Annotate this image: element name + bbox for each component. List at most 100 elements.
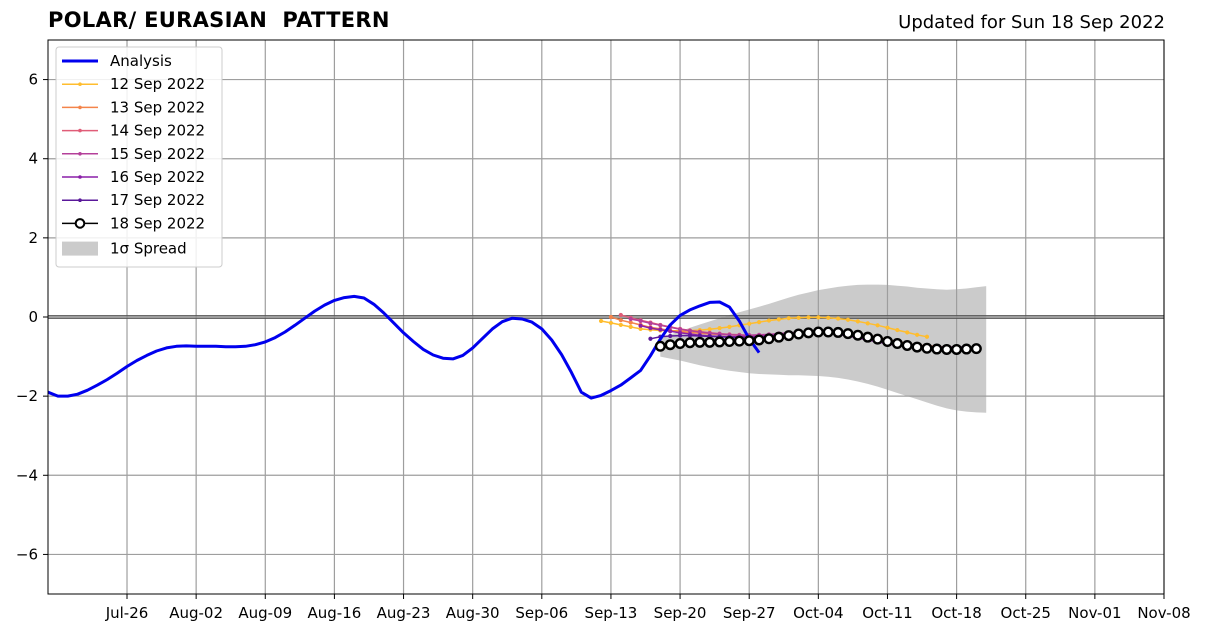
- analysis-line: [47, 294, 761, 400]
- latest-forecast-point: [743, 335, 755, 347]
- x-tick-label: Nov-01: [1068, 604, 1121, 622]
- forecast-line: [600, 316, 928, 338]
- legend-label: 18 Sep 2022: [110, 214, 205, 232]
- forecast-point: [687, 333, 693, 338]
- forecast-point: [677, 327, 683, 332]
- forecast-point: [885, 325, 890, 330]
- legend-item: 13 Sep 2022: [62, 98, 205, 116]
- chart-title: POLAR/ EURASIAN PATTERN: [48, 8, 390, 32]
- x-tick-label: Oct-18: [931, 604, 981, 622]
- forecast-point: [648, 325, 653, 331]
- forecast-point: [668, 333, 673, 339]
- latest-forecast-point: [783, 330, 795, 342]
- latest-forecast-point: [793, 328, 805, 340]
- legend-item: 1σ Spread: [62, 240, 187, 258]
- x-tick-label: Aug-30: [446, 604, 500, 622]
- latest-forecast-point: [921, 342, 933, 354]
- legend-label: 1σ Spread: [110, 240, 187, 258]
- latest-forecast-point: [901, 339, 913, 351]
- legend-item: Analysis: [62, 52, 172, 70]
- latest-forecast-point: [941, 343, 953, 355]
- legend-box: [55, 46, 223, 268]
- latest-forecast-point: [951, 343, 963, 355]
- legend-label: 13 Sep 2022: [110, 98, 205, 116]
- x-tick-label: Aug-09: [238, 604, 292, 622]
- latest-forecast-point: [654, 340, 666, 352]
- forecast-point: [747, 321, 752, 326]
- latest-forecast-point: [802, 327, 814, 339]
- chart-subtitle: Updated for Sun 18 Sep 2022: [898, 12, 1165, 33]
- latest-forecast-point: [862, 331, 874, 343]
- legend-marker: [78, 198, 82, 202]
- latest-forecast-point: [723, 336, 735, 348]
- forecast-point: [628, 324, 633, 329]
- legend-label: 14 Sep 2022: [110, 122, 205, 140]
- forecast-point: [638, 323, 643, 328]
- forecast-point: [756, 320, 762, 325]
- legend-item: 18 Sep 2022: [62, 214, 205, 232]
- forecast-point: [628, 320, 633, 325]
- series-1: [598, 315, 930, 339]
- latest-forecast-point: [753, 334, 765, 346]
- forecast-point: [658, 327, 663, 332]
- zero-line-layer: [48, 315, 1164, 319]
- legend-marker: [78, 105, 82, 110]
- forecast-point: [905, 330, 910, 335]
- legend-label: 16 Sep 2022: [110, 168, 205, 186]
- legend-marker: [78, 128, 82, 133]
- series-0: [47, 294, 761, 400]
- legend-item: 14 Sep 2022: [62, 122, 205, 140]
- x-tick-label: Oct-04: [793, 604, 843, 622]
- y-tick-label: 4: [28, 150, 38, 168]
- x-tick-label: Aug-16: [308, 604, 362, 622]
- grid-layer: [48, 40, 1165, 594]
- legend-item: 17 Sep 2022: [62, 191, 205, 209]
- forecast-point: [608, 314, 614, 320]
- legend-label: Analysis: [110, 52, 172, 70]
- latest-forecast-point: [832, 326, 844, 338]
- forecast-point: [826, 315, 831, 320]
- forecast-point: [648, 321, 653, 326]
- forecast-point: [835, 316, 841, 321]
- forecast-point: [608, 320, 614, 326]
- latest-forecast-point: [842, 328, 854, 340]
- x-tick-label: Jul-26: [105, 604, 149, 622]
- latest-forecast-point: [674, 338, 686, 350]
- legend-marker: [78, 152, 82, 156]
- latest-forecast-point: [763, 333, 775, 345]
- forecast-point: [806, 315, 811, 320]
- x-tick-label: Oct-25: [1001, 604, 1051, 622]
- latest-forecast-point: [714, 336, 726, 348]
- y-tick-label: −4: [16, 466, 38, 484]
- latest-forecast-point: [911, 341, 923, 353]
- y-axis: −6 −4 −2 0 2 4 6: [16, 71, 48, 563]
- forecast-point: [855, 319, 860, 324]
- y-tick-label: −6: [16, 545, 38, 563]
- forecast-point: [707, 327, 712, 332]
- legend: Analysis 12 Sep 2022 13 Sep 2022 14 Sep 202…: [55, 46, 223, 268]
- legend-swatch: [62, 241, 98, 256]
- latest-forecast-point: [733, 335, 745, 347]
- latest-forecast-point: [684, 337, 696, 349]
- forecast-point: [914, 332, 920, 337]
- forecast-point: [727, 324, 732, 329]
- x-tick-label: Sep-27: [723, 604, 776, 622]
- latest-forecast-point: [970, 343, 982, 355]
- legend-item: 15 Sep 2022: [62, 145, 205, 163]
- legend-label: 12 Sep 2022: [110, 75, 205, 93]
- forecast-point: [648, 336, 653, 341]
- latest-forecast-point: [704, 336, 716, 348]
- forecast-point: [598, 318, 604, 324]
- x-tick-label: Nov-08: [1137, 604, 1190, 622]
- forecast-point: [658, 323, 663, 328]
- forecast-point: [717, 325, 722, 331]
- y-tick-label: 0: [28, 308, 38, 326]
- latest-forecast-point: [664, 339, 676, 351]
- latest-forecast-point: [872, 333, 884, 345]
- latest-forecast-point: [852, 329, 864, 341]
- x-tick-label: Sep-20: [654, 604, 707, 622]
- latest-forecast-point: [931, 343, 943, 355]
- forecast-point: [924, 334, 930, 339]
- legend-marker: [78, 175, 82, 179]
